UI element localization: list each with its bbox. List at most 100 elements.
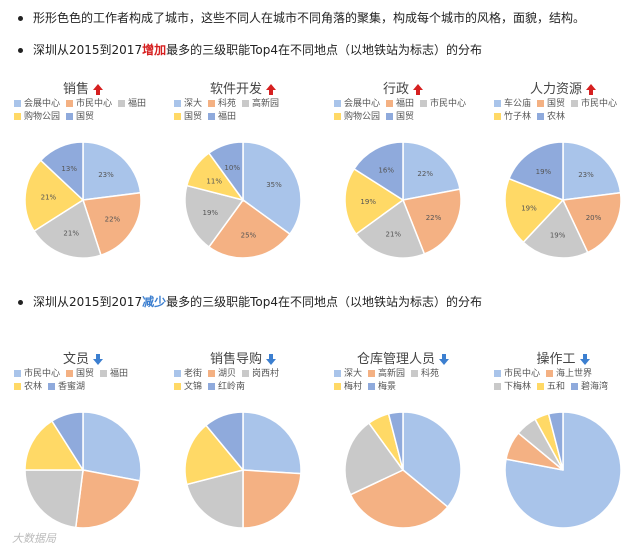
chart-title: 仓库管理人员 [324,348,482,367]
legend-swatch [174,370,181,377]
pie-slice [522,198,589,259]
legend-item: 福田 [100,368,128,381]
legend-item: 市民中心 [571,98,617,111]
legend-swatch [494,383,501,390]
legend-swatch [208,113,216,120]
legend-item: 碧海湾 [571,381,608,394]
down-arrow-icon [266,354,276,365]
legend-swatch [411,370,419,377]
legend-item: 科苑 [411,368,439,381]
legend-item: 科苑 [208,98,236,111]
legend-swatch [14,100,21,107]
intro-text-1: 形形色色的工作者构成了城市，这些不同人在城市不同角落的聚集，构成每个城市的风格，… [33,11,586,25]
legend-swatch [100,370,108,377]
legend-label: 文锦 [184,382,203,392]
pie-slice [82,191,142,257]
slice-data-label: 19% [550,231,566,239]
slice-data-label: 23% [98,171,114,179]
increase-highlight: 增加 [142,43,167,57]
intro-text-3-post: 最多的三级职能Top4在不同地点（以地铁站为标志）的分布 [166,295,482,309]
legend-swatch [368,370,376,377]
pie-chart-panel: 仓库管理人员 深大 高新园 科苑梅村 梅景 [324,348,482,538]
legend-item: 车公庙 [494,98,531,111]
legend-label: 科苑 [421,369,440,379]
legend-item: 梅村 [334,381,362,394]
legend-label: 福田 [218,112,237,122]
legend-item: 香蜜湖 [48,381,85,394]
legend-swatch [66,100,74,107]
legend-swatch [208,100,216,107]
legend-item: 国贸 [174,111,202,124]
legend-swatch [66,113,74,120]
legend-label: 梅村 [344,382,363,392]
intro-text-2-pre: 深圳从2015到2017 [33,43,143,57]
legend-label: 五和 [547,382,566,392]
legend-swatch [334,113,341,120]
legend-item: 深大 [174,98,202,111]
legend-swatch [571,383,579,390]
legend-item: 福田 [208,111,236,124]
pie-slice [242,411,302,475]
slice-data-label: 35% [266,181,282,189]
pie-slice [185,469,244,529]
chart-title: 文员 [4,348,162,367]
chart-title-text: 人力资源 [529,82,582,97]
down-arrow-icon [439,354,449,365]
legend-label: 市民中心 [504,369,541,379]
pie-chart-panel: 人力资源 车公庙 国贸 市民中心竹子林 农林 23% 20% 19% 19% 19% [484,78,640,268]
pie-slice [401,188,462,255]
chart-title-text: 销售 [62,82,89,97]
legend-item: 高新园 [242,98,279,111]
legend-item: 市民中心 [494,368,540,381]
pie-slice [387,411,404,471]
pie-chart-panel: 文员 市民中心 国贸 福田农林 香蜜湖 [4,348,162,538]
legend-label: 福田 [110,369,129,379]
legend-item: 红岭南 [208,381,245,394]
pie-chart [504,411,622,529]
pie-chart-panel: 销售导购 老街 湖贝 岗西村文锦 红岭南 [164,348,322,538]
legend-item: 福田 [386,98,414,111]
legend-swatch [242,100,250,107]
legend-swatch [334,100,341,107]
pie-slice [352,141,404,202]
legend-swatch [208,370,216,377]
legend-label: 国贸 [76,112,95,122]
slice-data-label: 19% [203,209,219,217]
legend-swatch [14,370,21,377]
legend-swatch [546,370,554,377]
slice-data-label: 21% [63,230,79,238]
bullet-icon [18,16,23,21]
chart-legend: 会展中心 福田 市民中心购物公园 国贸 [334,98,478,124]
pie-chart [344,411,462,529]
legend-item: 国贸 [66,111,94,124]
pie-slice [204,411,244,473]
legend-swatch [66,370,74,377]
legend-swatch [174,100,181,107]
legend-item: 会展中心 [14,98,60,111]
legend-item: 海上世界 [546,368,592,381]
chart-title-text: 仓库管理人员 [356,352,435,367]
legend-swatch [494,100,501,107]
chart-title: 软件开发 [164,78,322,97]
pie-slice [242,141,302,236]
legend-item: 市民中心 [14,368,60,381]
pie-slice [349,469,449,529]
pie-slice [184,424,245,486]
legend-item: 福田 [118,98,146,111]
legend-item: 市民中心 [420,98,466,111]
slice-data-label: 22% [417,170,433,178]
pie-slice [547,411,564,471]
legend-label: 福田 [128,99,147,109]
legend-label: 国贸 [184,112,203,122]
pie-slice [24,469,84,529]
legend-label: 岗西村 [252,369,280,379]
pie-chart: 23% 20% 19% 19% 19% [504,141,622,259]
pie-slice [24,419,85,471]
pie-slice [50,411,84,473]
pie-slice [508,141,564,202]
legend-label: 碧海湾 [581,382,609,392]
legend-swatch [208,383,216,390]
legend-label: 车公庙 [504,99,532,109]
pie-slice [504,411,622,529]
slice-data-label: 19% [360,198,376,206]
